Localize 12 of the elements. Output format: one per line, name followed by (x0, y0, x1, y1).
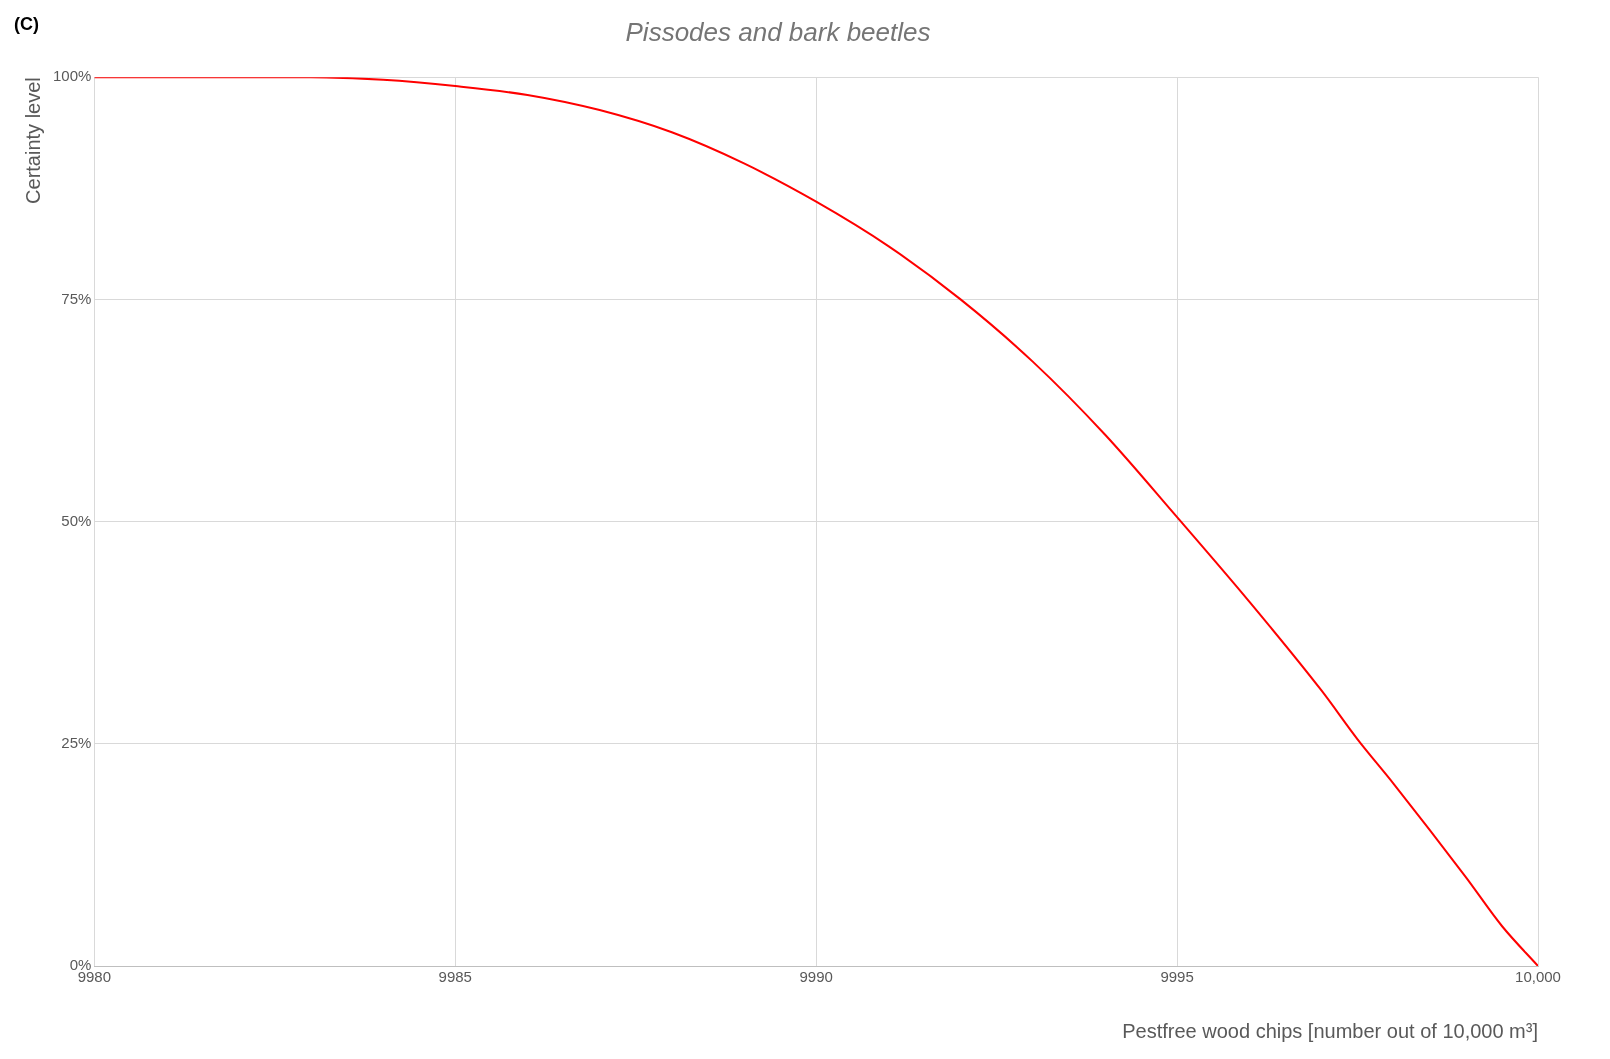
x-tick-label: 9990 (799, 968, 833, 986)
x-tick-label: 9995 (1160, 968, 1194, 986)
y-tick-label: 100% (52, 67, 92, 85)
text: (C) (14, 14, 39, 35)
chart-title: Pissodes and bark beetles (625, 16, 931, 47)
y-tick-label: 50% (61, 511, 92, 529)
x-axis-title: Pestfree wood chips [number out of 10,000 m³] (1122, 1019, 1538, 1042)
y-axis-title: Certainty level (21, 77, 44, 204)
y-tick-label: 25% (61, 733, 92, 751)
x-tick-label: 10,000 (1515, 968, 1561, 986)
y-tick-label: 75% (61, 289, 92, 307)
x-tick-label: 9985 (438, 968, 472, 986)
